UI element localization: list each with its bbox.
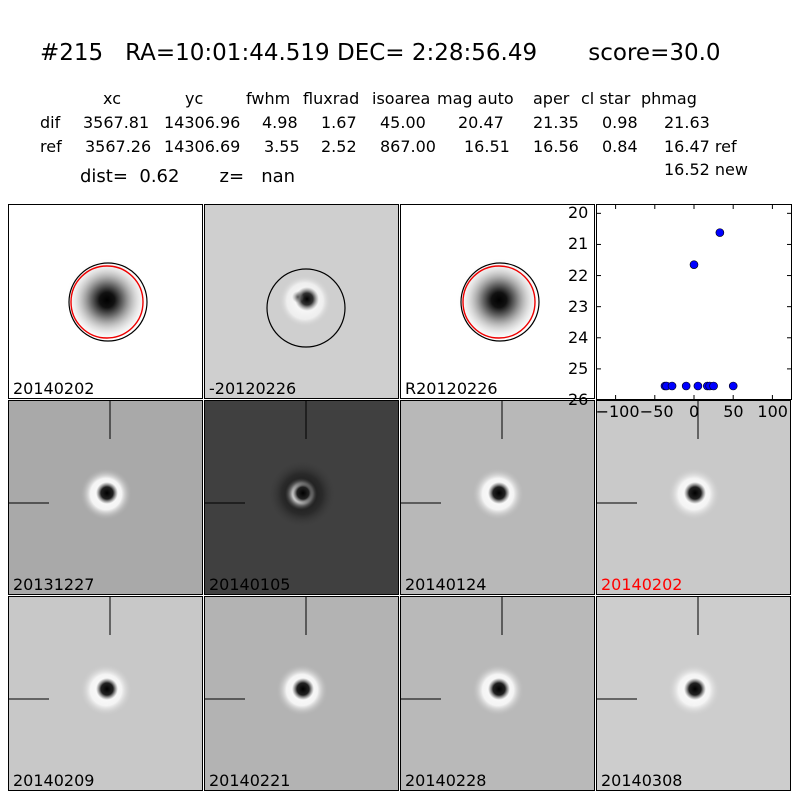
column-header: yc: [185, 89, 204, 108]
cutout-image: [401, 401, 524, 520]
column-header: fwhm: [246, 89, 291, 108]
table-cell: 0.84: [602, 137, 638, 156]
column-header: aper: [533, 89, 570, 108]
data-point: [693, 381, 703, 391]
table-cell: 2.52: [321, 137, 357, 156]
table-cell: 4.98: [262, 113, 298, 132]
table-cell: 0.98: [602, 113, 638, 132]
table-cell: 45.00: [380, 113, 426, 132]
cutout-panel: 20140124: [400, 400, 595, 595]
panel-date-label: 20140308: [601, 771, 683, 790]
panel-date-label: 20140105: [209, 575, 291, 594]
table-cell: 3.55: [264, 137, 300, 156]
column-header: fluxrad: [303, 89, 360, 108]
table-cell: 14306.96: [164, 113, 241, 132]
panel-date-label: 20140202: [13, 379, 95, 398]
x-tick-label: −100: [595, 402, 640, 421]
table-cell: 21.63: [664, 113, 710, 132]
cutout-image: [401, 597, 524, 716]
column-header: mag auto: [437, 89, 514, 108]
table-cell: 3567.81: [83, 113, 150, 132]
cutout-panel: R20120226: [400, 204, 595, 399]
row-label: ref: [40, 137, 62, 156]
panel-date-label: 20140221: [209, 771, 291, 790]
table-cell: 16.56: [533, 137, 579, 156]
panel-date-label: 20140124: [405, 575, 487, 594]
cutout-image: [205, 401, 336, 528]
light-curve-plot: [596, 204, 792, 400]
cutout-image: [597, 597, 720, 716]
cutout-image: [266, 268, 346, 348]
cutout-panel: 20140202: [596, 400, 791, 595]
x-tick-label: 0: [689, 402, 700, 421]
table-cell: 867.00: [380, 137, 436, 156]
panel-date-label: R20120226: [405, 379, 498, 398]
cutout-image: [205, 597, 328, 716]
cutout-panel: 20140209: [8, 596, 203, 791]
row-label: dif: [40, 113, 61, 132]
cutout-image: [9, 401, 132, 520]
cutout-image: [597, 401, 720, 520]
data-point: [667, 381, 677, 391]
y-tick-label: 26: [568, 390, 589, 409]
panel-date-label: 20140228: [405, 771, 487, 790]
column-header: cl star: [581, 89, 631, 108]
cutout-panel: 20140228: [400, 596, 595, 791]
data-point: [728, 381, 738, 391]
dist-z-line: dist= 0.62 z= nan: [80, 166, 296, 187]
x-tick-label: −50: [639, 402, 674, 421]
panel-date-label: -20120226: [209, 379, 297, 398]
data-point: [709, 381, 718, 391]
panel-date-label: 20140209: [13, 771, 95, 790]
column-header: isoarea: [372, 89, 431, 108]
y-tick-label: 24: [568, 327, 589, 347]
data-point: [681, 381, 691, 391]
table-cell: 1.67: [321, 113, 357, 132]
cutout-panel: 20140308: [596, 596, 791, 791]
cutout-image: [457, 258, 541, 342]
x-tick-label: 100: [757, 402, 788, 421]
table-cell: 3567.26: [85, 137, 152, 156]
y-tick-label: 22: [568, 265, 589, 285]
panel-date-label: 20131227: [13, 575, 95, 594]
table-cell: 21.35: [533, 113, 579, 132]
cutout-image: [65, 258, 149, 342]
column-header: phmag: [641, 89, 697, 108]
cutout-panel: 20131227: [8, 400, 203, 595]
cutout-panel: -20120226: [204, 204, 399, 399]
y-tick-label: 21: [568, 234, 589, 254]
data-point: [715, 228, 725, 237]
cutout-panel: 20140202: [8, 204, 203, 399]
table-cell: 16.47 ref: [664, 137, 737, 156]
cutout-panel: 20140221: [204, 596, 399, 791]
y-tick-label: 25: [568, 358, 589, 378]
x-tick-label: 50: [723, 402, 744, 421]
phmag-new-value: 16.52 new: [664, 160, 748, 179]
cutout-image: [9, 597, 132, 716]
light-curve-svg: [596, 204, 792, 400]
table-cell: 20.47: [458, 113, 504, 132]
page-title: #215 RA=10:01:44.519 DEC= 2:28:56.49 sco…: [40, 40, 721, 66]
table-cell: 14306.69: [164, 137, 241, 156]
column-header: xc: [103, 89, 121, 108]
table-cell: 16.51: [464, 137, 510, 156]
data-point: [689, 260, 699, 269]
y-tick-label: 23: [568, 296, 589, 316]
y-tick-label: 20: [568, 203, 589, 223]
cutout-panel: 20140105: [204, 400, 399, 595]
panel-date-label: 20140202: [601, 575, 683, 594]
